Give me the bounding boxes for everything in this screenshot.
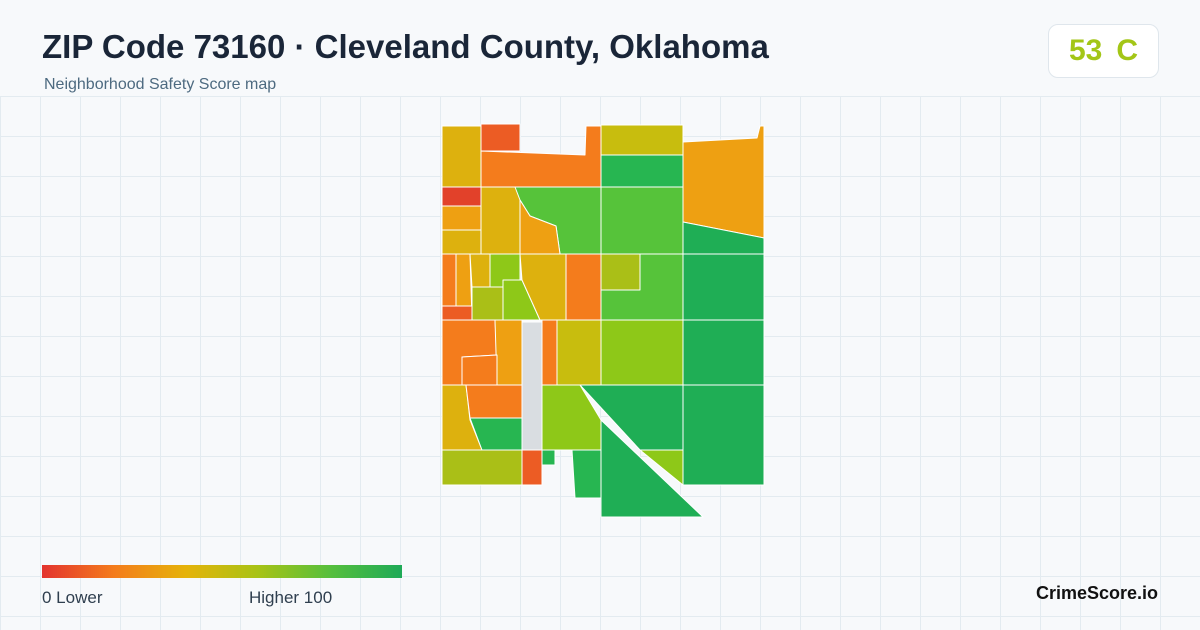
map-region[interactable] [441, 205, 482, 231]
legend-high-label: Higher 100 [249, 588, 333, 607]
map-region[interactable] [682, 319, 765, 386]
header-band [0, 0, 1200, 96]
map-region[interactable] [480, 123, 521, 152]
map-region[interactable] [682, 384, 765, 486]
map-region[interactable] [465, 384, 523, 419]
map-region[interactable] [600, 319, 684, 386]
map-region[interactable] [600, 124, 684, 156]
score-badge: 53 C [1048, 24, 1159, 78]
map-region[interactable] [521, 449, 543, 486]
map-region[interactable] [461, 354, 498, 386]
map-region[interactable] [441, 449, 523, 486]
map-region[interactable] [441, 125, 482, 188]
map-region[interactable] [571, 449, 602, 499]
map-region[interactable] [600, 154, 684, 188]
map-region[interactable] [600, 253, 641, 291]
map-region[interactable] [441, 229, 482, 255]
map-region[interactable] [556, 319, 602, 386]
map-region[interactable] [682, 253, 765, 321]
map-region[interactable] [639, 449, 684, 486]
legend-low-label: 0 Lower [42, 588, 103, 607]
map-region[interactable] [441, 253, 457, 307]
map-region[interactable] [541, 449, 556, 466]
map-region[interactable] [441, 305, 473, 321]
page-subtitle: Neighborhood Safety Score map [44, 76, 277, 93]
score-value: 53 [1068, 34, 1103, 67]
map-region[interactable] [469, 253, 491, 288]
map-region[interactable] [519, 199, 561, 255]
map-region[interactable] [682, 125, 765, 239]
score-grade: C [1116, 34, 1139, 67]
map-region[interactable] [494, 319, 523, 386]
map-region[interactable] [471, 286, 504, 321]
map-region[interactable] [565, 253, 602, 321]
map-region[interactable] [521, 321, 543, 451]
page-title: ZIP Code 73160 · Cleveland County, Oklah… [42, 28, 769, 65]
map-region[interactable] [600, 419, 704, 518]
map-region[interactable] [441, 186, 482, 207]
brand-logo-text: CrimeScore.io [1036, 583, 1159, 603]
map-region[interactable] [600, 186, 684, 255]
map-region[interactable] [541, 319, 558, 386]
map-region[interactable] [480, 186, 521, 255]
legend-gradient-bar [42, 565, 402, 578]
